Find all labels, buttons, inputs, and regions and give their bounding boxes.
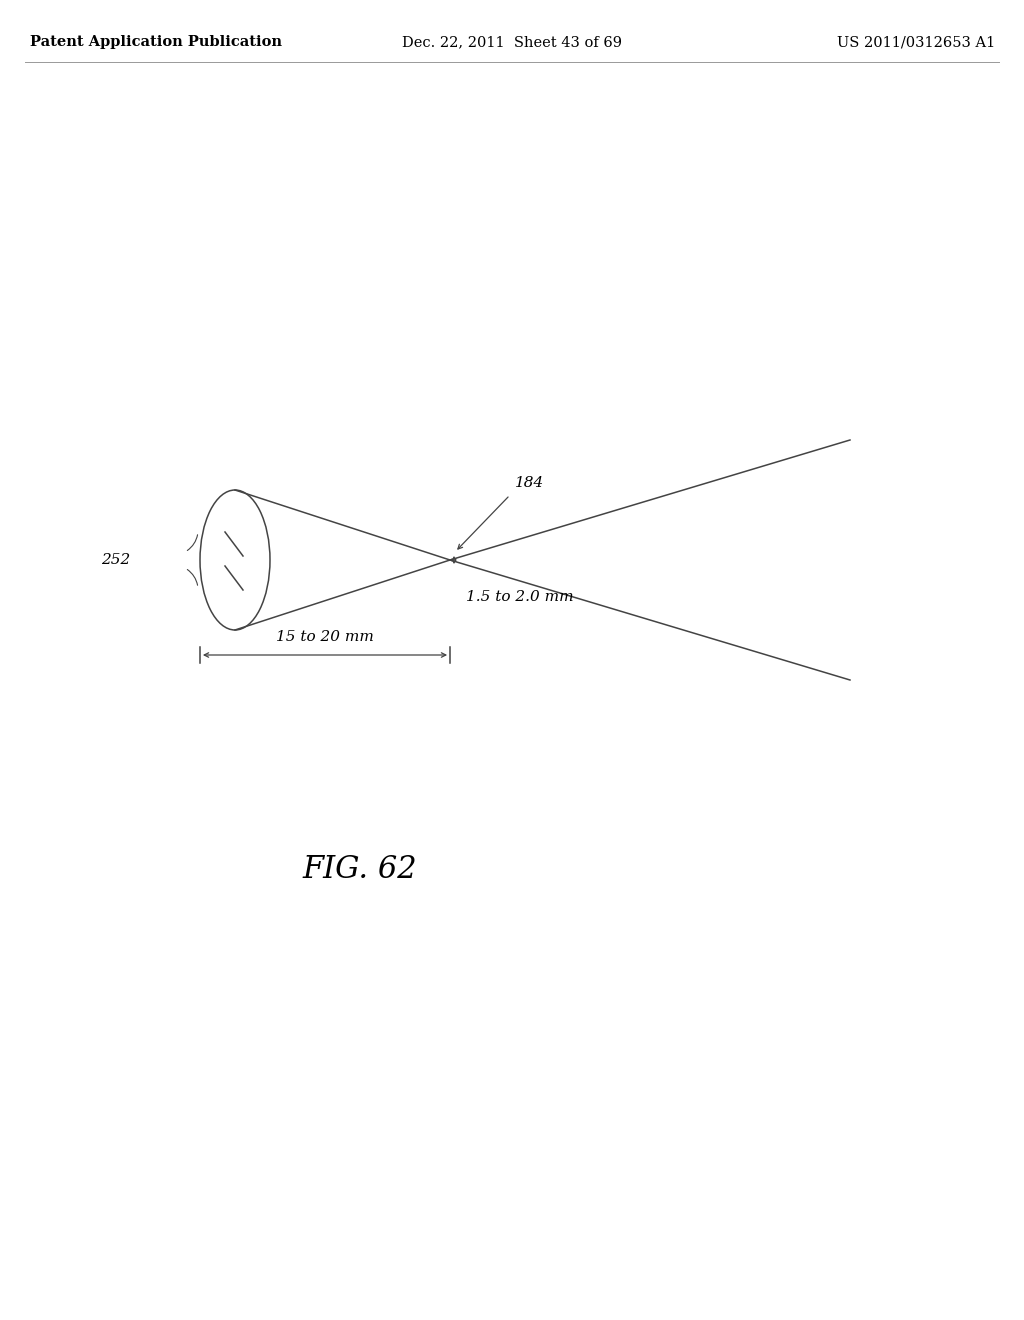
Text: Patent Application Publication: Patent Application Publication (30, 36, 282, 49)
Text: FIG. 62: FIG. 62 (303, 854, 418, 886)
Text: US 2011/0312653 A1: US 2011/0312653 A1 (837, 36, 995, 49)
Text: 252: 252 (100, 553, 130, 568)
Text: 1.5 to 2.0 mm: 1.5 to 2.0 mm (466, 590, 573, 605)
Text: Dec. 22, 2011  Sheet 43 of 69: Dec. 22, 2011 Sheet 43 of 69 (402, 36, 622, 49)
Text: 184: 184 (515, 477, 544, 490)
Text: 15 to 20 mm: 15 to 20 mm (276, 630, 374, 644)
